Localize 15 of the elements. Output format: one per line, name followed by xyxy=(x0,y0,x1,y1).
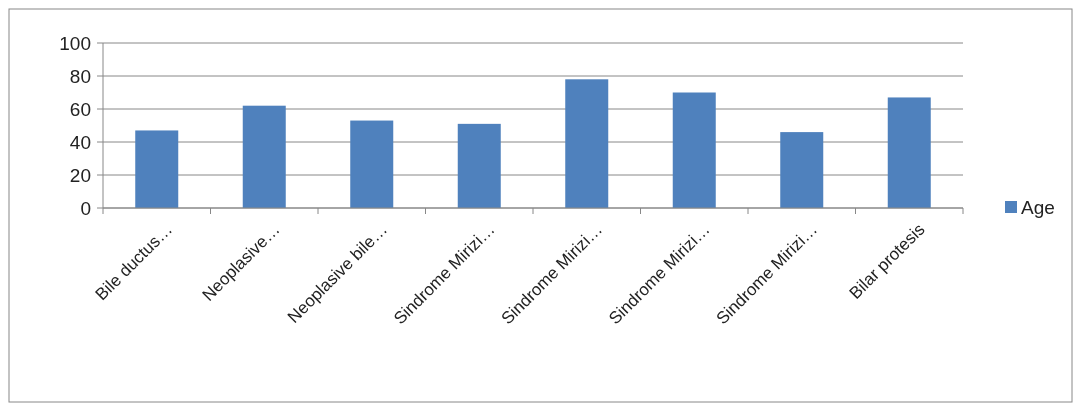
legend-label: Age xyxy=(1021,196,1055,218)
bar xyxy=(887,97,931,208)
y-tick-label: 40 xyxy=(69,131,91,153)
bar xyxy=(135,130,179,208)
bar xyxy=(780,132,824,208)
y-tick-label: 100 xyxy=(59,32,91,54)
y-tick-label: 80 xyxy=(69,65,91,87)
bar xyxy=(672,92,716,208)
bar xyxy=(565,79,609,208)
bar xyxy=(242,105,286,208)
y-tick-label: 0 xyxy=(80,197,91,219)
y-tick-label: 20 xyxy=(69,164,91,186)
bar xyxy=(350,120,394,208)
y-tick-label: 60 xyxy=(69,98,91,120)
bar xyxy=(457,123,501,208)
